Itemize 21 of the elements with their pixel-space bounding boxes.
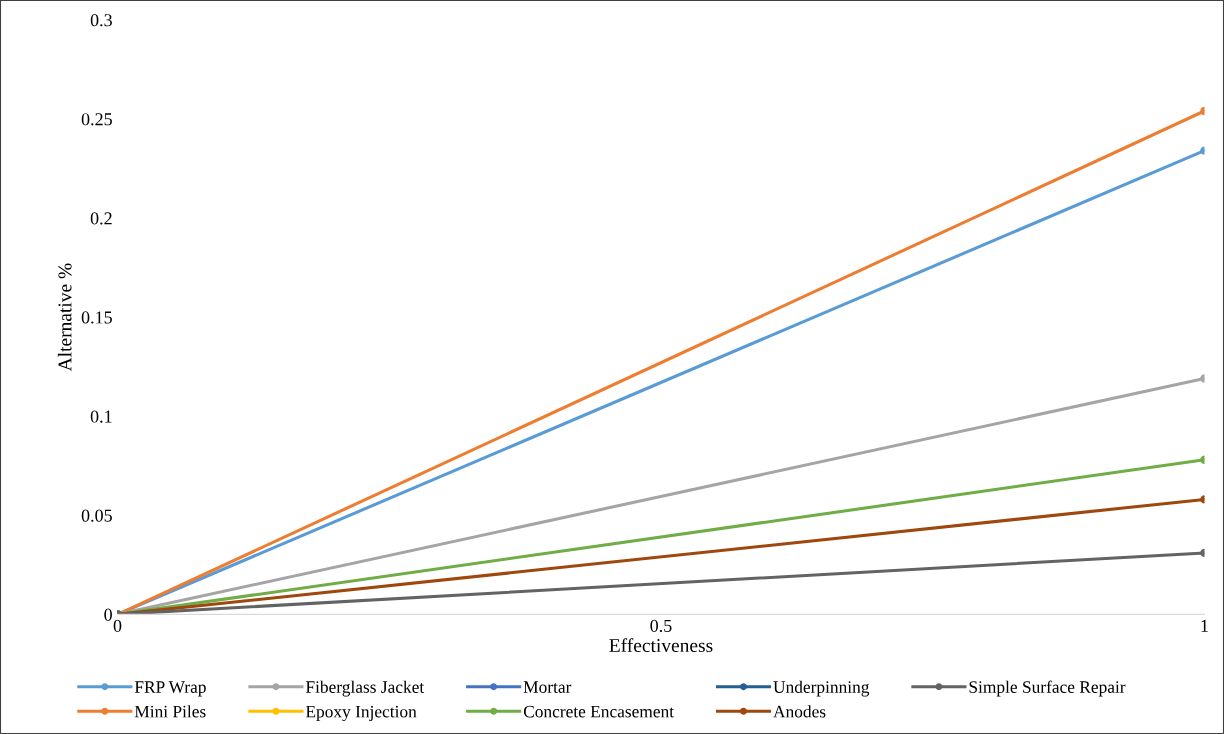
y-tick-label: 0.05 (81, 509, 112, 522)
legend-label: FRP Wrap (134, 681, 206, 697)
x-tick-label: 1 (1201, 619, 1208, 632)
x-tick-label: 0 (113, 619, 122, 632)
legend-label: Simple Surface Repair (969, 680, 1126, 697)
y-tick-label: 0.15 (81, 311, 112, 324)
legend-label: Concrete Encasement (523, 705, 674, 718)
legend-label: Mortar (523, 681, 572, 693)
y-tick-label: 0.3 (90, 14, 112, 27)
y-tick-label: 0 (104, 608, 112, 621)
y-axis-title: Alternative % (57, 263, 72, 372)
y-tick-label: 0.1 (90, 410, 112, 423)
legend-label: Underpinning (773, 680, 870, 697)
legend-label: Fiberglass Jacket (305, 680, 425, 697)
x-tick-label: 0.5 (650, 619, 672, 632)
legend-label: Mini Piles (134, 705, 206, 718)
y-tick-label: 0.25 (81, 113, 112, 126)
x-axis-title: Effectiveness (609, 638, 713, 653)
legend-label: Anodes (773, 705, 826, 718)
y-tick-label: 0.2 (90, 212, 112, 225)
legend-label: Epoxy Injection (305, 705, 417, 722)
